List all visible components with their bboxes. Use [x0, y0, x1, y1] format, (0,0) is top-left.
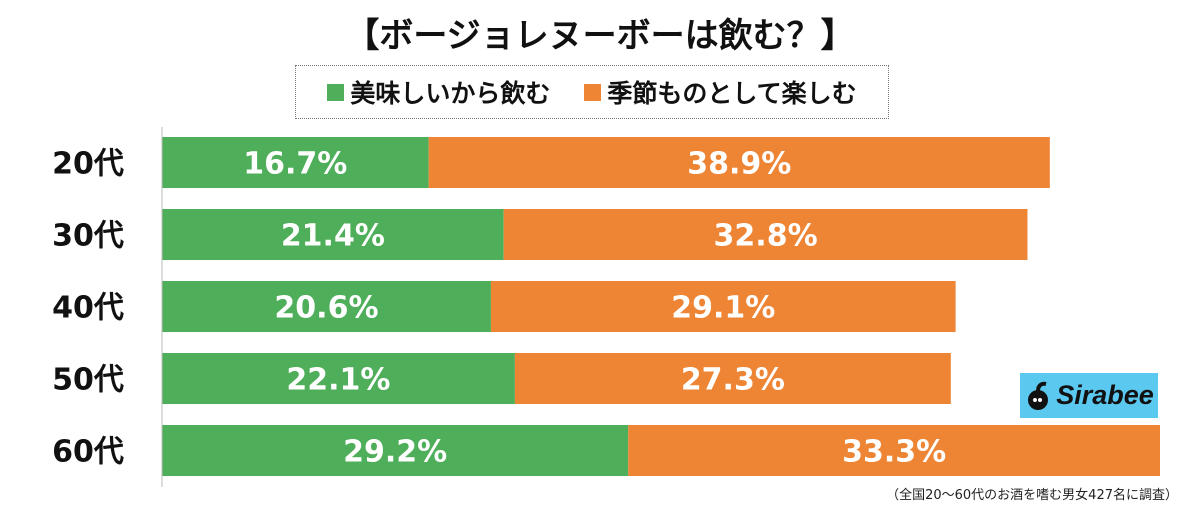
category-label: 60代: [52, 435, 124, 470]
bar-segment: [428, 137, 1050, 188]
data-label: 21.4%: [281, 219, 385, 254]
bar-segment: [514, 353, 951, 404]
chart-title: 【ボージョレヌーボーは飲む？】: [345, 16, 855, 56]
bar-segment: [162, 425, 629, 476]
category-label: 20代: [52, 147, 124, 182]
data-label: 22.1%: [286, 363, 390, 398]
data-label: 27.3%: [681, 363, 785, 398]
legend-item: 美味しいから飲む: [327, 74, 550, 110]
logo-mark-icon: [1028, 381, 1049, 410]
category-label: 40代: [52, 291, 124, 326]
bar-segment: [490, 281, 956, 332]
data-label: 38.9%: [687, 147, 791, 182]
data-label: 20.6%: [274, 291, 378, 326]
bar-segment: [628, 425, 1160, 476]
legend-label: 季節ものとして楽しむ: [607, 79, 857, 108]
data-label: 29.1%: [671, 291, 775, 326]
bar-segment: [162, 137, 429, 188]
logo-text: Sirabee: [1056, 380, 1154, 410]
legend-swatch-0: [327, 83, 345, 101]
data-label: 32.8%: [714, 219, 818, 254]
data-label: 29.2%: [343, 435, 447, 470]
data-label: 33.3%: [842, 435, 946, 470]
footnote: （全国20〜60代のお酒を嗜む男女427名に調査）: [886, 488, 1178, 503]
bar-segment: [162, 281, 491, 332]
legend-swatch-1: [584, 83, 602, 101]
sirabee-logo: Sirabee: [1020, 373, 1158, 418]
data-label: 16.7%: [243, 147, 347, 182]
legend: 美味しいから飲む 季節ものとして楽しむ: [295, 65, 889, 119]
category-label: 30代: [52, 219, 124, 254]
legend-item: 季節ものとして楽しむ: [584, 74, 857, 110]
bar-segment: [162, 209, 504, 260]
bar-segment: [162, 353, 515, 404]
category-label: 50代: [52, 363, 124, 398]
bar-segment: [503, 209, 1028, 260]
legend-label: 美味しいから飲む: [350, 79, 551, 108]
